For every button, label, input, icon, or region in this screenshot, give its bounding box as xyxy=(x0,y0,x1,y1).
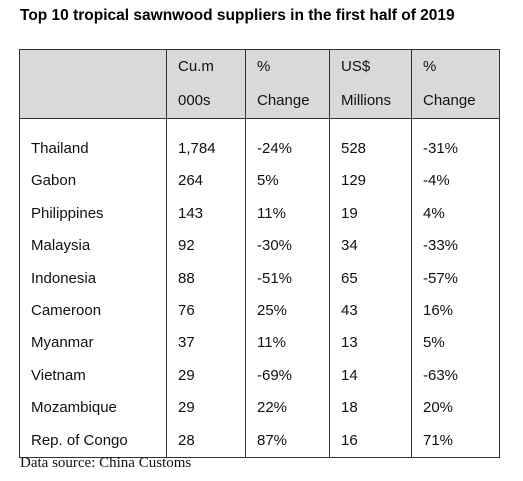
header-row-units: Cu.m % US$ % xyxy=(19,49,500,84)
value-cell: 1,784 xyxy=(166,133,246,166)
table-row: Thailand 1,784 -24% 528 -31% xyxy=(19,133,500,166)
table-row: Philippines 143 11% 19 4% xyxy=(19,197,500,231)
table-row: Vietnam 29 -69% 14 -63% xyxy=(19,359,500,393)
value-cell: 25% xyxy=(245,295,330,328)
value-cell: -63% xyxy=(411,359,500,393)
table-row: Mozambique 29 22% 18 20% xyxy=(19,392,500,425)
value-cell: -4% xyxy=(411,165,500,198)
value-cell: 4% xyxy=(411,197,500,231)
spacer-cell xyxy=(245,118,330,133)
header-cell: Change xyxy=(245,84,330,119)
country-cell: Thailand xyxy=(19,133,167,166)
country-cell: Myanmar xyxy=(19,327,167,360)
spacer-cell xyxy=(19,118,167,133)
country-cell: Indonesia xyxy=(19,262,167,296)
country-cell: Mozambique xyxy=(19,392,167,425)
spacer-cell xyxy=(329,118,412,133)
value-cell: 13 xyxy=(329,327,412,360)
header-cell: Cu.m xyxy=(166,49,246,84)
value-cell: 5% xyxy=(245,165,330,198)
value-cell: -30% xyxy=(245,230,330,263)
table-body: Thailand 1,784 -24% 528 -31% Gabon 264 5% 129 -4%… xyxy=(19,118,500,459)
header-cell xyxy=(19,84,167,119)
value-cell: 11% xyxy=(245,197,330,231)
value-cell: 19 xyxy=(329,197,412,231)
table-row: Indonesia 88 -51% 65 -57% xyxy=(19,262,500,296)
table-row: Cameroon 76 25% 43 16% xyxy=(19,295,500,328)
header-cell: Millions xyxy=(329,84,412,119)
value-cell: 22% xyxy=(245,392,330,425)
country-cell: Malaysia xyxy=(19,230,167,263)
header-cell: 000s xyxy=(166,84,246,119)
value-cell: 264 xyxy=(166,165,246,198)
header-cell: % xyxy=(411,49,500,84)
country-cell: Rep. of Congo xyxy=(19,424,167,459)
value-cell: 5% xyxy=(411,327,500,360)
value-cell: 29 xyxy=(166,392,246,425)
value-cell: 43 xyxy=(329,295,412,328)
value-cell: -31% xyxy=(411,133,500,166)
value-cell: -33% xyxy=(411,230,500,263)
value-cell: 88 xyxy=(166,262,246,296)
value-cell: 37 xyxy=(166,327,246,360)
value-cell: 528 xyxy=(329,133,412,166)
value-cell: 28 xyxy=(166,424,246,459)
value-cell: 34 xyxy=(329,230,412,263)
table-row: Rep. of Congo 28 87% 16 71% xyxy=(19,424,500,459)
header-row-labels: 000s Change Millions Change xyxy=(19,84,500,119)
table-row: Myanmar 37 11% 13 5% xyxy=(19,327,500,360)
value-cell: 92 xyxy=(166,230,246,263)
value-cell: 71% xyxy=(411,424,500,459)
value-cell: 87% xyxy=(245,424,330,459)
value-cell: -57% xyxy=(411,262,500,296)
header-cell: US$ xyxy=(329,49,412,84)
value-cell: 20% xyxy=(411,392,500,425)
country-cell: Gabon xyxy=(19,165,167,198)
value-cell: 65 xyxy=(329,262,412,296)
table-row: Gabon 264 5% 129 -4% xyxy=(19,165,500,198)
value-cell: 143 xyxy=(166,197,246,231)
value-cell: 129 xyxy=(329,165,412,198)
header-cell xyxy=(19,49,167,84)
spacer-cell xyxy=(166,118,246,133)
table-title: Top 10 tropical sawnwood suppliers in th… xyxy=(20,7,455,24)
value-cell: 29 xyxy=(166,359,246,393)
country-cell: Vietnam xyxy=(19,359,167,393)
value-cell: 16 xyxy=(329,424,412,459)
value-cell: 14 xyxy=(329,359,412,393)
spacer-row xyxy=(19,118,500,133)
country-cell: Philippines xyxy=(19,197,167,231)
value-cell: -24% xyxy=(245,133,330,166)
header-cell: Change xyxy=(411,84,500,119)
country-cell: Cameroon xyxy=(19,295,167,328)
table-row: Malaysia 92 -30% 34 -33% xyxy=(19,230,500,263)
value-cell: -51% xyxy=(245,262,330,296)
data-source-note: Data source: China Customs xyxy=(20,455,192,471)
value-cell: 16% xyxy=(411,295,500,328)
suppliers-table: Cu.m % US$ % 000s Change Millions Change… xyxy=(19,49,500,459)
value-cell: 76 xyxy=(166,295,246,328)
spacer-cell xyxy=(411,118,500,133)
header-cell: % xyxy=(245,49,330,84)
value-cell: 18 xyxy=(329,392,412,425)
value-cell: 11% xyxy=(245,327,330,360)
value-cell: -69% xyxy=(245,359,330,393)
